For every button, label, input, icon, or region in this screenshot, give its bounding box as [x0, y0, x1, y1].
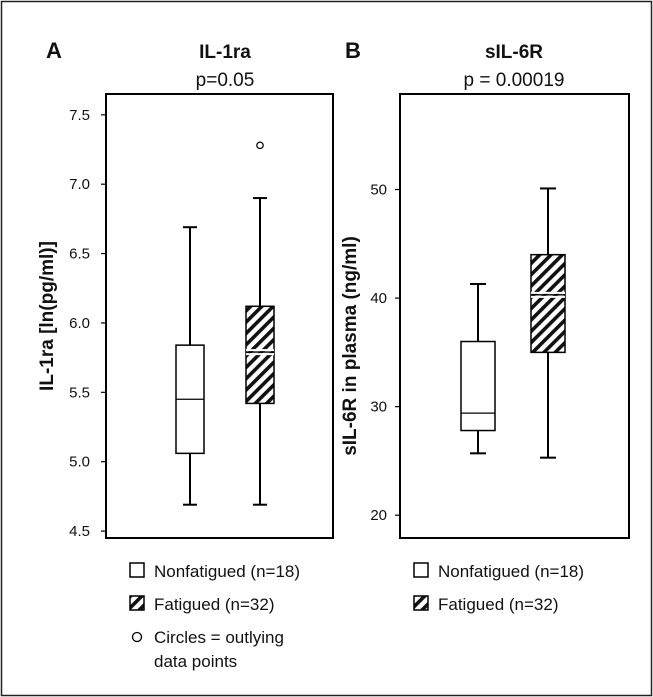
panel-a: A IL-1ra p=0.05 IL-1ra [ln(pg/ml)] 4.5 5.…	[37, 38, 334, 540]
panel-b-y-axis-label: sIL-6R in plasma (ng/ml)	[340, 236, 361, 456]
panel-b-boxes	[460, 187, 566, 459]
y-tick-label: 20	[370, 507, 387, 524]
panel-a-boxes	[175, 141, 275, 506]
panel-b-label: B	[345, 38, 361, 63]
y-tick-label: 30	[370, 399, 387, 416]
legend-label: Fatigued (n=32)	[154, 595, 275, 614]
legend-open-circle-icon	[131, 631, 143, 643]
iqr-box	[530, 253, 566, 354]
legend-swatch-open-square	[129, 562, 145, 578]
panel-a-y-ticks: 4.5 5.0 5.5 6.0 6.5 7.0 7.5	[69, 107, 106, 540]
panel-b-legend: Nonfatigued (n=18) Fatigued (n=32)	[413, 562, 584, 614]
legend-label: Nonfatigued (n=18)	[438, 562, 584, 581]
panel-a-legend: Nonfatigued (n=18) Fatigued (n=32) Circl…	[129, 562, 300, 671]
y-tick-label: 5.5	[69, 384, 90, 401]
panel-a-pvalue: p=0.05	[196, 70, 255, 91]
y-tick-label: 50	[370, 182, 387, 199]
outlier-point	[256, 141, 264, 150]
y-tick-label: 5.0	[69, 454, 90, 471]
legend-item-nonfatigued: Nonfatigued (n=18)	[413, 562, 584, 581]
legend-label: Circles = outlying	[154, 628, 284, 647]
legend-label: Fatigued (n=32)	[438, 595, 559, 614]
y-tick-label: 7.5	[69, 107, 90, 124]
y-tick-label: 4.5	[69, 523, 90, 540]
legend-item-fatigued: Fatigued (n=32)	[413, 595, 559, 614]
legend-label-continued: data points	[154, 652, 237, 671]
legend-swatch-hatched-square	[129, 595, 145, 611]
y-tick-label: 6.0	[69, 315, 90, 332]
panel-b: B sIL-6R p = 0.00019 sIL-6R in plasma (n…	[340, 38, 630, 539]
panel-b-pvalue: p = 0.00019	[464, 70, 565, 91]
y-tick-label: 40	[370, 290, 387, 307]
panel-a-title: IL-1ra	[199, 42, 251, 63]
box-nonfatigued	[175, 226, 205, 506]
box-fatigued	[530, 187, 566, 459]
legend-item-nonfatigued: Nonfatigued (n=18)	[129, 562, 300, 581]
panel-b-y-ticks: 20 30 40 50	[370, 182, 400, 524]
legend-label: Nonfatigued (n=18)	[154, 562, 300, 581]
box-fatigued	[245, 141, 275, 506]
panel-a-label: A	[46, 38, 62, 63]
y-tick-label: 7.0	[69, 176, 90, 193]
box-nonfatigued	[460, 282, 496, 455]
y-tick-label: 6.5	[69, 246, 90, 263]
panel-a-y-axis-label: IL-1ra [ln(pg/ml)]	[37, 241, 58, 391]
legend-swatch-open-square	[413, 562, 429, 578]
legend-item-outliers: Circles = outlying data points	[131, 628, 284, 671]
legend-item-fatigued: Fatigued (n=32)	[129, 595, 275, 614]
panel-a-plot-frame	[105, 93, 334, 539]
panel-b-plot-frame	[399, 93, 630, 539]
iqr-box	[460, 340, 496, 432]
panel-b-title: sIL-6R	[485, 42, 543, 63]
legend-swatch-hatched-square	[413, 595, 429, 611]
